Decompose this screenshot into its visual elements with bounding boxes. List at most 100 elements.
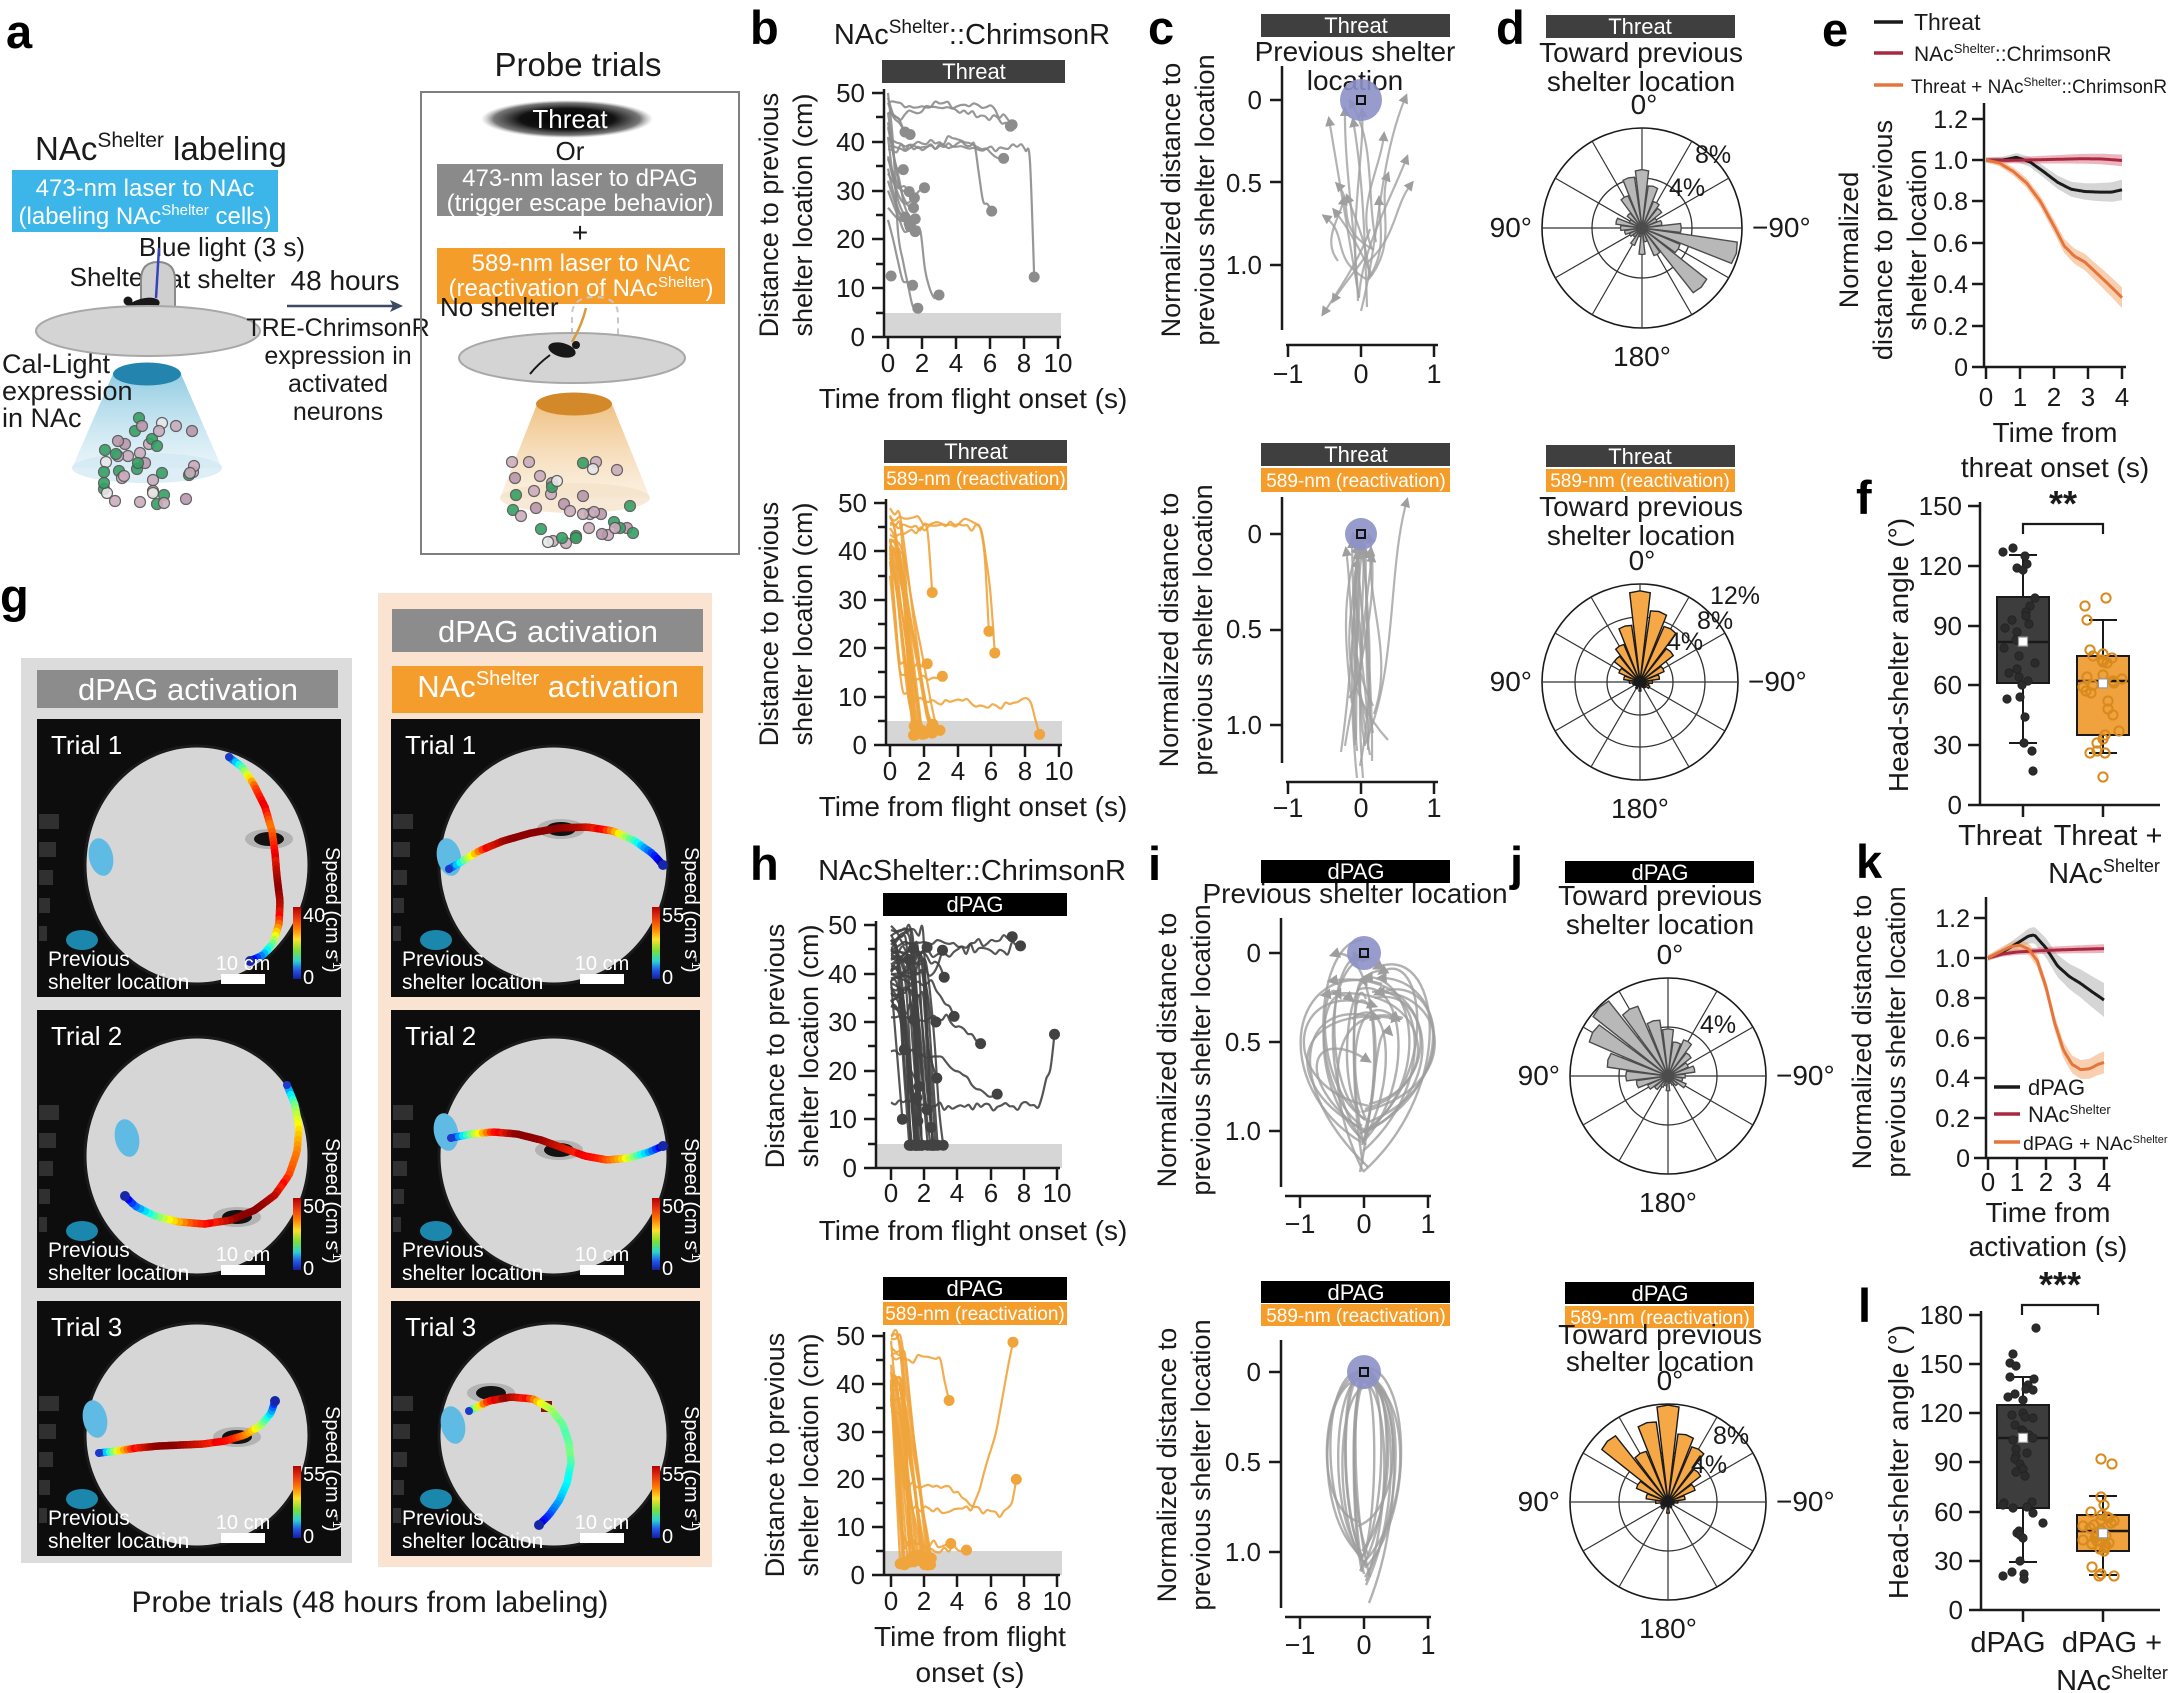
svg-text:threat onset (s): threat onset (s) <box>1961 452 2149 483</box>
svg-text:Normalized: Normalized <box>1834 172 1864 309</box>
svg-text:Trial 1: Trial 1 <box>405 730 476 760</box>
svg-text:shelter location: shelter location <box>1566 909 1754 940</box>
svg-text:previous shelter location: previous shelter location <box>1190 54 1220 345</box>
svg-text:0: 0 <box>662 1526 673 1548</box>
svg-text:shelter location: shelter location <box>48 1530 189 1553</box>
svg-text:50: 50 <box>303 1196 325 1218</box>
svg-text:8%: 8% <box>1695 141 1731 169</box>
svg-text:589-nm (reactivation): 589-nm (reactivation) <box>1266 471 1446 492</box>
svg-text:dPAG: dPAG <box>2028 1075 2085 1100</box>
svg-text:Head-shelter angle (°): Head-shelter angle (°) <box>1883 518 1914 792</box>
svg-text:50: 50 <box>836 1321 865 1351</box>
svg-text:Probe trials (48 hours from la: Probe trials (48 hours from labeling) <box>132 1586 609 1619</box>
svg-text:0.5: 0.5 <box>1226 614 1262 644</box>
svg-text:473-nm laser to NAc: 473-nm laser to NAc <box>36 175 255 202</box>
svg-text:90°: 90° <box>1490 212 1532 243</box>
svg-text:20: 20 <box>838 633 867 663</box>
svg-text:): ) <box>680 1257 702 1264</box>
svg-text:3: 3 <box>2081 382 2095 412</box>
svg-text:Time from: Time from <box>1993 417 2118 448</box>
svg-text:−1: −1 <box>1273 359 1304 389</box>
svg-text:Distance to previous: Distance to previous <box>754 93 784 338</box>
svg-text:0: 0 <box>1356 1630 1371 1660</box>
svg-text:dPAG +: dPAG + <box>2062 1627 2162 1659</box>
svg-text:Time from flight onset (s): Time from flight onset (s) <box>819 1215 1128 1246</box>
svg-text:Threat: Threat <box>1324 13 1388 38</box>
svg-text:Speed (cm s: Speed (cm s <box>680 847 702 959</box>
svg-text:30: 30 <box>1934 1546 1963 1576</box>
svg-text:Threat: Threat <box>944 439 1008 464</box>
svg-text:−90°: −90° <box>1748 666 1807 697</box>
svg-text:10: 10 <box>838 682 867 712</box>
svg-text:90°: 90° <box>1490 666 1532 697</box>
svg-text:Shelter: Shelter <box>70 262 153 292</box>
svg-text:Time from flight onset (s): Time from flight onset (s) <box>819 791 1128 822</box>
svg-text:−90°: −90° <box>1776 1060 1835 1091</box>
svg-text:40: 40 <box>838 536 867 566</box>
svg-text:0.4: 0.4 <box>1933 271 1968 299</box>
svg-text:expression: expression <box>2 376 133 406</box>
svg-text:dPAG activation: dPAG activation <box>438 614 658 649</box>
svg-text:i: i <box>1148 837 1161 890</box>
svg-text:Previous: Previous <box>48 948 130 971</box>
svg-text:Time from flight: Time from flight <box>874 1621 1066 1652</box>
svg-text:30: 30 <box>838 585 867 615</box>
svg-text:shelter location: shelter location <box>48 1262 189 1285</box>
svg-text:180°: 180° <box>1611 793 1669 824</box>
svg-text:589-nm (reactivation): 589-nm (reactivation) <box>1266 1306 1446 1327</box>
svg-text:1.0: 1.0 <box>1933 147 1968 175</box>
svg-text:): ) <box>680 1525 702 1532</box>
svg-text:at shelter: at shelter <box>169 264 276 294</box>
svg-text:10 cm: 10 cm <box>216 953 270 975</box>
svg-text:0: 0 <box>853 730 867 760</box>
svg-text:55: 55 <box>303 1464 325 1486</box>
svg-text:Normalized distance to: Normalized distance to <box>1152 1328 1182 1603</box>
svg-text:NAcShelter::ChrimsonR: NAcShelter::ChrimsonR <box>1914 41 2112 66</box>
svg-text:0: 0 <box>1956 1145 1970 1173</box>
svg-text:Threat: Threat <box>532 104 608 134</box>
svg-text:Threat + NAcShelter::ChrimsonR: Threat + NAcShelter::ChrimsonR <box>1911 75 2167 98</box>
svg-text:473-nm laser to dPAG: 473-nm laser to dPAG <box>462 165 698 192</box>
svg-text:0: 0 <box>884 1586 898 1616</box>
svg-text:8%: 8% <box>1713 1422 1749 1450</box>
svg-text:(labeling NAcShelter cells): (labeling NAcShelter cells) <box>19 202 272 230</box>
svg-text:shelter location: shelter location <box>48 971 189 994</box>
svg-text:1.0: 1.0 <box>1226 250 1262 280</box>
svg-text:90: 90 <box>1933 611 1962 641</box>
svg-text:): ) <box>680 966 702 973</box>
svg-text:Toward previous: Toward previous <box>1539 491 1743 522</box>
svg-text:Speed (cm s: Speed (cm s <box>680 1138 702 1250</box>
svg-text:6: 6 <box>983 348 997 378</box>
svg-text:0: 0 <box>1248 519 1262 549</box>
svg-text:0°: 0° <box>1629 545 1656 576</box>
svg-text:h: h <box>750 837 779 890</box>
svg-text:1.0: 1.0 <box>1226 710 1262 740</box>
svg-text:0: 0 <box>303 1258 314 1280</box>
svg-text:−1: −1 <box>1285 1630 1316 1660</box>
svg-text:6: 6 <box>984 1586 998 1616</box>
svg-text:90°: 90° <box>1518 1060 1560 1091</box>
svg-text:10: 10 <box>828 1104 857 1134</box>
svg-text:1: 1 <box>2013 382 2027 412</box>
svg-text:0: 0 <box>1356 1209 1371 1239</box>
svg-text:30: 30 <box>1933 730 1962 760</box>
svg-text:589-nm (reactivation): 589-nm (reactivation) <box>1550 471 1730 492</box>
svg-text:48 hours: 48 hours <box>291 265 400 296</box>
svg-text:1: 1 <box>1426 793 1441 823</box>
svg-text:): ) <box>321 966 343 973</box>
svg-text:0: 0 <box>883 756 897 786</box>
svg-text:0: 0 <box>1247 938 1261 968</box>
svg-text:Speed (cm s: Speed (cm s <box>321 1138 343 1250</box>
svg-text:Previous: Previous <box>48 1507 130 1530</box>
svg-text:l: l <box>1858 1279 1871 1332</box>
svg-text:shelter location: shelter location <box>1566 1346 1754 1377</box>
svg-text:Normalized distance to: Normalized distance to <box>1156 63 1186 338</box>
svg-text:6: 6 <box>984 756 998 786</box>
svg-text:30: 30 <box>828 1007 857 1037</box>
svg-text:Previous: Previous <box>48 1239 130 1262</box>
svg-text:Previous shelter: Previous shelter <box>1255 36 1456 67</box>
svg-text:dPAG + NAcShelter: dPAG + NAcShelter <box>2023 1133 2168 1155</box>
svg-text:10: 10 <box>836 1512 865 1542</box>
svg-text:10: 10 <box>1045 756 1074 786</box>
svg-text:shelter location: shelter location <box>1902 149 1932 331</box>
